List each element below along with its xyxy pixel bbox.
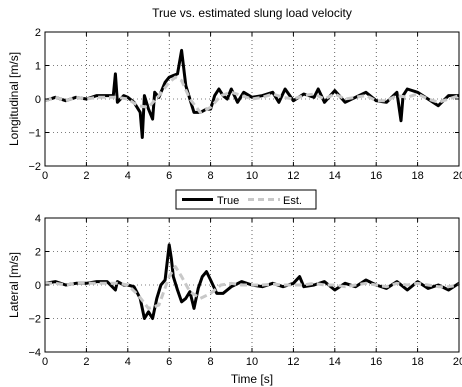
longitudinal-x-tick-label: 20	[453, 170, 462, 182]
longitudinal-y-tick-label: −2	[28, 161, 41, 173]
lateral-y-axis-label: Lateral [m/s]	[7, 252, 21, 318]
lateral-series-est-line	[45, 265, 460, 310]
chart-title: True vs. estimated slung load velocity	[152, 6, 352, 20]
lateral-x-tick-label: 2	[83, 356, 89, 368]
lateral-y-tick-label: 0	[35, 280, 41, 292]
lateral-x-tick-label: 16	[370, 356, 382, 368]
lateral-x-tick-label: 6	[166, 356, 172, 368]
lateral-x-tick-label: 0	[42, 356, 48, 368]
longitudinal-x-tick-label: 14	[329, 170, 341, 182]
lateral-ticks: 0 2 4 6 8 10 12 14 16 18 20 −4 −2 0 2 4	[28, 213, 462, 368]
lateral-x-tick-label: 10	[246, 356, 258, 368]
longitudinal-x-tick-label: 6	[166, 170, 172, 182]
longitudinal-x-tick-label: 0	[42, 170, 48, 182]
longitudinal-subplot: True vs. estimated slung load velocity 0…	[7, 6, 462, 182]
lateral-x-tick-label: 20	[453, 356, 462, 368]
lateral-y-tick-label: −4	[28, 347, 41, 359]
longitudinal-y-axis-label: Longitudinal [m/s]	[7, 52, 21, 146]
longitudinal-y-tick-label: 2	[35, 27, 41, 39]
lateral-y-tick-label: 2	[35, 247, 41, 259]
lateral-series	[44, 243, 460, 320]
longitudinal-series	[44, 48, 460, 139]
legend-box	[175, 189, 317, 210]
longitudinal-x-tick-label: 16	[370, 170, 382, 182]
lateral-x-tick-label: 18	[411, 356, 423, 368]
longitudinal-x-tick-label: 4	[125, 170, 131, 182]
lateral-y-tick-label: 4	[35, 213, 41, 225]
longitudinal-x-tick-label: 8	[208, 170, 214, 182]
legend-est-label: Est.	[283, 195, 302, 207]
longitudinal-x-tick-label: 2	[83, 170, 89, 182]
lateral-x-tick-label: 14	[329, 356, 341, 368]
lateral-x-tick-label: 12	[287, 356, 299, 368]
longitudinal-y-tick-label: −1	[28, 128, 41, 140]
legend: True Est.	[175, 189, 317, 210]
lateral-x-tick-label: 8	[208, 356, 214, 368]
longitudinal-x-tick-label: 18	[411, 170, 423, 182]
longitudinal-series-est-line	[44, 75, 460, 114]
time-x-axis-label: Time [s]	[231, 372, 273, 386]
longitudinal-x-tick-label: 10	[246, 170, 258, 182]
longitudinal-y-tick-label: 1	[35, 61, 41, 73]
legend-true-label: True	[217, 195, 239, 207]
lateral-subplot: 0 2 4 6 8 10 12 14 16 18 20 −4 −2 0 2 4 Lateral [m/s] T…	[7, 213, 462, 386]
longitudinal-y-tick-label: 0	[35, 94, 41, 106]
lateral-x-tick-label: 4	[125, 356, 131, 368]
lateral-y-tick-label: −2	[28, 314, 41, 326]
longitudinal-x-tick-label: 12	[287, 170, 299, 182]
